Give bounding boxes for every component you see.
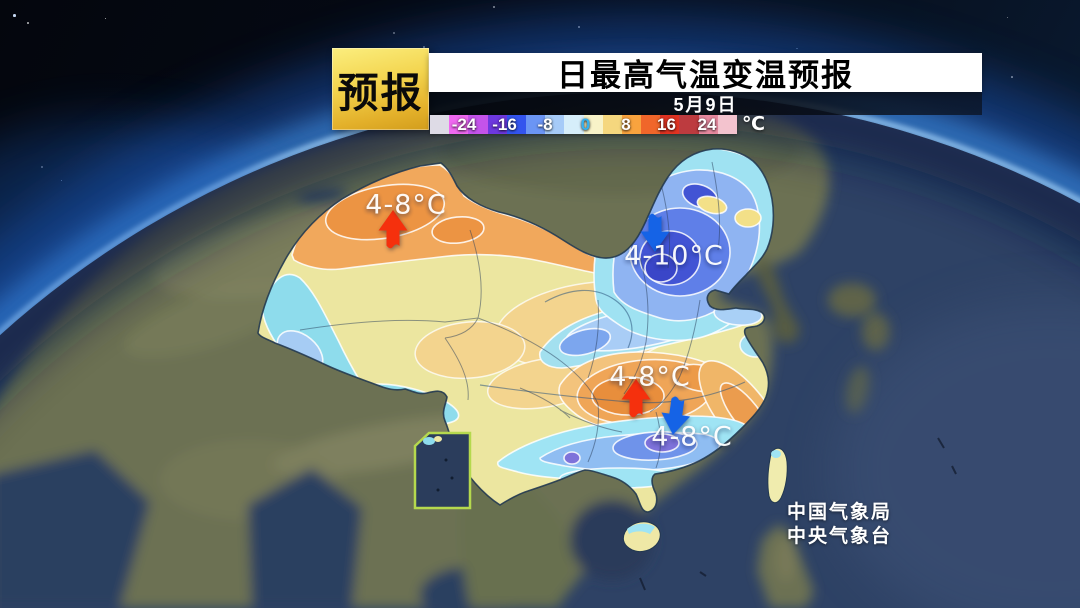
temperature-color-scale	[430, 115, 737, 134]
color-scale-segment	[583, 115, 603, 134]
star	[105, 18, 107, 20]
color-scale-segment	[430, 115, 450, 134]
color-scale-segment	[545, 115, 565, 134]
color-scale-segment	[525, 115, 546, 134]
color-scale-segment	[506, 115, 526, 134]
color-scale-segment	[660, 115, 680, 134]
color-scale-segment	[487, 115, 507, 134]
star	[26, 22, 29, 25]
island-specks	[639, 437, 957, 591]
agency-credit: 中国气象局 中央气象台	[787, 501, 892, 549]
warming-arrow-central	[621, 379, 651, 418]
hainan-island	[622, 521, 661, 553]
forecast-badge: 预报	[332, 48, 429, 130]
color-scale-segment	[564, 115, 584, 134]
color-scale-unit: ℃	[742, 114, 766, 135]
label-northeast-change: 4-10°C	[624, 240, 724, 272]
star	[1006, 17, 1008, 18]
color-scale-tick: -8	[537, 114, 553, 134]
color-scale-segment	[679, 115, 699, 134]
china-national-border	[257, 148, 775, 513]
south-china-sea-inset	[413, 431, 472, 510]
title-bar: 日最高气温变温预报	[429, 53, 982, 93]
taiwan-island	[767, 447, 788, 504]
color-scale-tick: 0	[580, 114, 591, 134]
province-borders	[299, 161, 721, 469]
color-scale-segment	[641, 115, 661, 134]
forecast-badge-label: 预报	[337, 70, 424, 116]
color-scale-tick: -16	[492, 114, 517, 134]
color-scale-tick: 8	[621, 114, 631, 134]
star	[392, 32, 395, 34]
color-scale-tick: 24	[697, 114, 717, 134]
agency-credit-line2: 中央气象台	[787, 526, 893, 547]
star	[13, 13, 16, 17]
star	[492, 5, 495, 8]
label-central-change: 4-8°C	[609, 361, 691, 393]
color-scale-segment	[717, 115, 737, 134]
color-scale-tick: -24	[451, 114, 477, 134]
color-scale-tick: 16	[657, 114, 676, 134]
color-scale-segment	[602, 115, 622, 134]
color-scale-segment	[621, 115, 642, 134]
label-northwest-change: 4-8°C	[365, 189, 447, 221]
forecast-date: 5月9日	[673, 94, 738, 115]
date-bar: 5月9日	[429, 92, 982, 115]
label-south-change: 4-8°C	[651, 421, 733, 453]
color-scale-segment	[449, 115, 469, 134]
color-scale-segment	[468, 115, 488, 134]
page-title: 日最高气温变温预报	[557, 58, 854, 93]
warming-arrow-northwest	[378, 210, 408, 249]
cooling-arrow-south	[661, 396, 691, 435]
cooling-arrow-northeast	[640, 213, 670, 252]
color-scale-segment	[698, 115, 718, 134]
star	[1011, 76, 1013, 78]
color-scale-ticks: -24 -16 -8 0 8 16 24	[430, 115, 737, 134]
agency-credit-line1: 中国气象局	[787, 502, 893, 523]
